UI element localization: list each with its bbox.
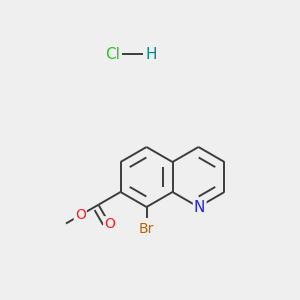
Text: Br: Br — [139, 222, 154, 236]
Text: Cl: Cl — [105, 46, 120, 62]
Text: H: H — [146, 46, 157, 62]
Text: N: N — [194, 200, 206, 214]
Text: O: O — [75, 208, 86, 222]
Text: O: O — [104, 217, 115, 231]
